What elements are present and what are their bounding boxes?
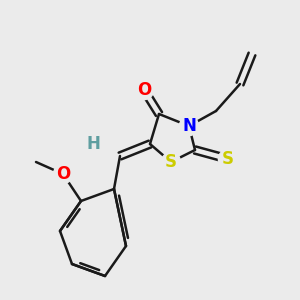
- Text: H: H: [86, 135, 100, 153]
- Text: S: S: [222, 150, 234, 168]
- Text: O: O: [137, 81, 151, 99]
- Circle shape: [134, 80, 154, 100]
- Circle shape: [161, 152, 181, 172]
- Circle shape: [83, 134, 103, 154]
- Circle shape: [218, 149, 238, 169]
- Text: O: O: [56, 165, 70, 183]
- Circle shape: [53, 164, 73, 184]
- Text: S: S: [165, 153, 177, 171]
- Text: N: N: [182, 117, 196, 135]
- Circle shape: [179, 116, 199, 136]
